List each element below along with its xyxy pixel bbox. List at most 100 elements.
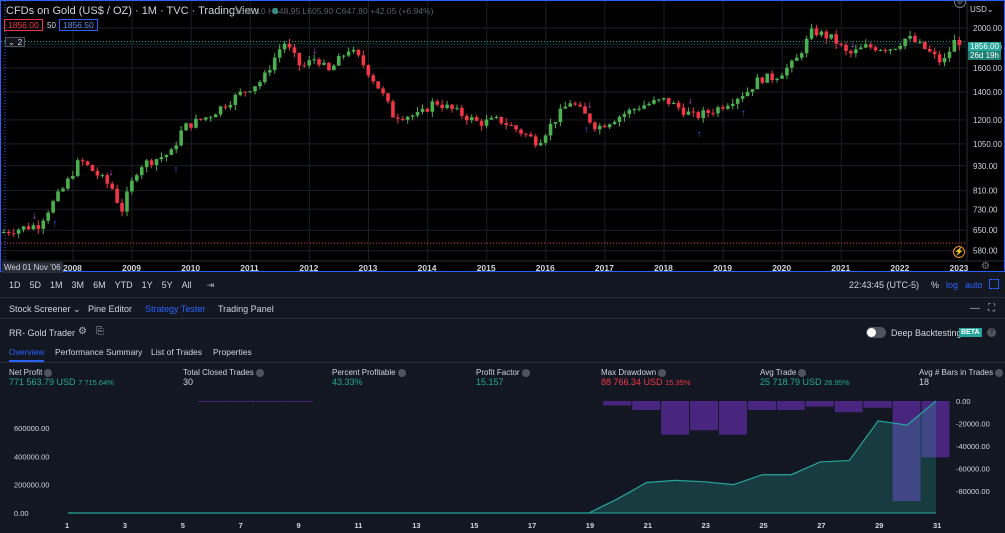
log-scale-toggle[interactable]: log (946, 280, 959, 290)
trade-number-label: 5 (181, 521, 185, 530)
range-5d-button[interactable]: 5D (29, 280, 42, 290)
candle-body (918, 41, 922, 43)
candle-body (597, 125, 602, 130)
symbol-title[interactable]: CFDs on Gold (US$ / OZ) · 1M · TVC · Tra… (6, 5, 259, 17)
candle-body (139, 167, 144, 176)
minimize-panel-icon[interactable]: — (970, 303, 980, 314)
trade-number-label: 1 (65, 521, 69, 530)
drawdown-bar (747, 401, 776, 411)
currency-label[interactable]: USD⌄ (970, 5, 994, 14)
candle-body (90, 164, 95, 171)
auto-scale-toggle[interactable]: auto (965, 280, 983, 290)
subtab-performance-summary[interactable]: Performance Summary (55, 347, 143, 357)
subtab-overview[interactable]: Overview (9, 347, 45, 362)
fullscreen-chart-icon[interactable] (989, 279, 999, 289)
range-6m-button[interactable]: 6M (93, 280, 106, 290)
stat-avg-trade: Avg Trade 25 718.79 USD 26.95% (760, 368, 850, 387)
sell-signal-arrow: ↓ (850, 39, 855, 50)
candle-body (543, 135, 548, 143)
candle-body (332, 65, 336, 71)
candle-body (174, 145, 179, 150)
info-icon[interactable] (255, 368, 264, 377)
candle-body (282, 43, 287, 50)
percent-scale-toggle[interactable]: % (931, 280, 940, 290)
buy-signal-arrow: ↑ (741, 108, 746, 119)
candle-body (46, 212, 50, 221)
info-icon[interactable] (44, 368, 53, 377)
indicators-toggle[interactable]: ⌄ 2 (5, 37, 26, 47)
strategy-report-icon[interactable]: ⎘ (96, 326, 104, 337)
candle-body (701, 110, 706, 119)
tab-stock-screener[interactable]: Stock Screener ⌄ (9, 304, 81, 314)
candle-body (263, 72, 267, 83)
candle-body (553, 122, 558, 124)
drawdown-bar (834, 401, 863, 413)
equity-chart[interactable]: 0.00 200000.00 400000.00 600000.00 0.00 -2000… (0, 395, 1005, 533)
range-1y-button[interactable]: 1Y (141, 280, 153, 290)
candle-body (41, 220, 46, 229)
info-icon[interactable] (798, 368, 807, 377)
candle-body (681, 107, 686, 115)
range-5y-button[interactable]: 5Y (161, 280, 173, 290)
lightning-icon[interactable]: ⚡ (953, 246, 965, 258)
candle-body (110, 183, 115, 189)
range-all-button[interactable]: All (181, 280, 192, 290)
clock-readout[interactable]: 22:43:45 (UTC-5) (849, 280, 920, 290)
candle-body (203, 117, 208, 120)
drawdown-bar (863, 401, 892, 408)
tab-trading-panel[interactable]: Trading Panel (218, 304, 274, 314)
strategy-name: RR- Gold Trader (9, 328, 76, 338)
buy-price-button[interactable]: 1856.50 (59, 19, 98, 31)
info-icon[interactable] (658, 368, 667, 377)
candle-body (125, 191, 129, 212)
subtab-properties[interactable]: Properties (213, 347, 252, 357)
stat-net-profit: Net Profit 771 563.79 USD 7 715.64% (9, 368, 114, 387)
candle-body (56, 191, 60, 202)
range-1d-button[interactable]: 1D (9, 280, 21, 290)
candle-body (652, 100, 656, 104)
candle-body (440, 104, 444, 109)
equity-axis-label: 200000.00 (14, 481, 49, 490)
candle-body (159, 157, 164, 160)
candle-body (336, 56, 341, 66)
candle-body (617, 116, 622, 123)
goto-date-icon[interactable]: ⇥ (206, 280, 215, 290)
maximize-panel-icon[interactable]: ⛶ (988, 303, 995, 314)
candle-body (16, 229, 21, 234)
range-1m-button[interactable]: 1M (50, 280, 63, 290)
info-icon[interactable] (521, 368, 530, 377)
range-ytd-button[interactable]: YTD (114, 280, 133, 290)
candle-body (474, 117, 479, 121)
candle-body (405, 116, 410, 120)
sell-price-button[interactable]: 1856.00 (4, 19, 43, 31)
candle-body (514, 125, 518, 130)
help-icon[interactable]: ? (987, 328, 996, 337)
candle-body (341, 55, 346, 57)
strategy-settings-icon[interactable]: ⚙ (78, 326, 87, 337)
tab-pine-editor[interactable]: Pine Editor (88, 304, 133, 314)
candle-body (243, 91, 247, 93)
price-chart-canvas[interactable]: 2000.001800.001600.001400.001200.001050.… (1, 1, 1004, 273)
candle-body (908, 35, 912, 39)
range-buttons: 1D 5D 1M 3M 6M YTD 1Y 5Y All ⇥ (9, 280, 214, 291)
subtab-list-of-trades[interactable]: List of Trades (151, 347, 203, 357)
candle-body (199, 118, 203, 120)
time-axis-label: 2018 (654, 263, 673, 273)
settings-icon[interactable]: ⚙ (954, 0, 966, 8)
info-icon[interactable] (995, 368, 1004, 377)
candle-body (154, 159, 159, 166)
deep-backtesting-toggle[interactable] (866, 327, 886, 338)
range-3m-button[interactable]: 3M (71, 280, 85, 290)
candle-body (873, 47, 878, 51)
candle-body (100, 175, 105, 177)
sell-signal-arrow: ↓ (108, 167, 113, 178)
chart-settings-gear-icon[interactable]: ⚙ (981, 261, 990, 272)
price-axis-label: 2000.00 (973, 24, 1002, 33)
candle-body (790, 60, 794, 68)
tab-strategy-tester[interactable]: Strategy Tester (145, 304, 206, 314)
candle-body (312, 59, 316, 61)
info-icon[interactable] (397, 368, 406, 377)
trade-number-label: 19 (586, 521, 594, 530)
candle-body (696, 112, 701, 119)
price-chart-panel[interactable]: 2000.001800.001600.001400.001200.001050.… (0, 0, 1005, 273)
